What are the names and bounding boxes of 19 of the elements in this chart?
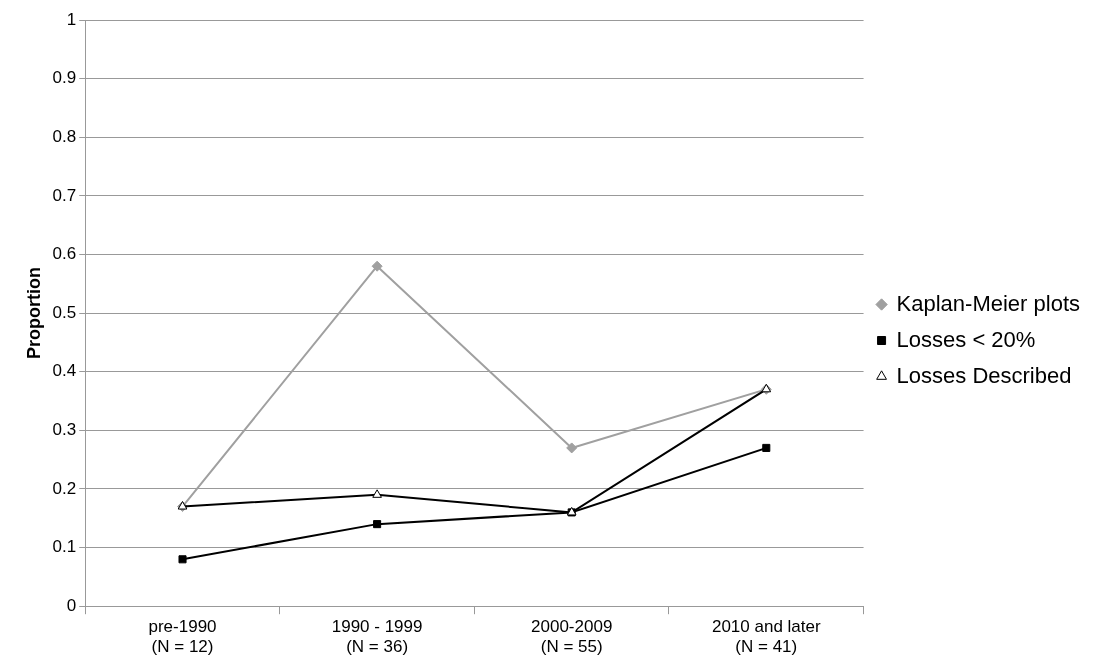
y-axis-title: Proportion xyxy=(23,267,44,360)
y-tick-label: 0.3 xyxy=(52,420,77,440)
y-tick-label: 0.9 xyxy=(52,68,77,88)
x-tick-label: 2010 and later (N = 41) xyxy=(711,617,821,657)
y-tick-label: 0 xyxy=(66,595,77,615)
legend-label: Losses < 20% xyxy=(896,326,1036,352)
y-tick-label: 0.2 xyxy=(52,478,77,498)
y-tick-label: 0.8 xyxy=(52,126,77,146)
x-tick-label: pre-1990 (N = 12) xyxy=(148,617,217,657)
y-tick-label: 0.7 xyxy=(52,185,77,205)
legend-label: Losses Described xyxy=(896,362,1072,388)
legend-label: Kaplan-Meier plots xyxy=(896,290,1081,316)
x-tick-label: 1990 - 1999 (N = 36) xyxy=(331,617,423,657)
y-tick-label: 1 xyxy=(66,9,77,29)
y-tick-label: 0.4 xyxy=(52,361,77,381)
x-tick-label: 2000-2009 (N = 55) xyxy=(531,617,613,657)
y-tick-label: 0.5 xyxy=(52,302,77,322)
y-tick-label: 0.1 xyxy=(52,537,77,557)
y-tick-label: 0.6 xyxy=(52,244,77,264)
